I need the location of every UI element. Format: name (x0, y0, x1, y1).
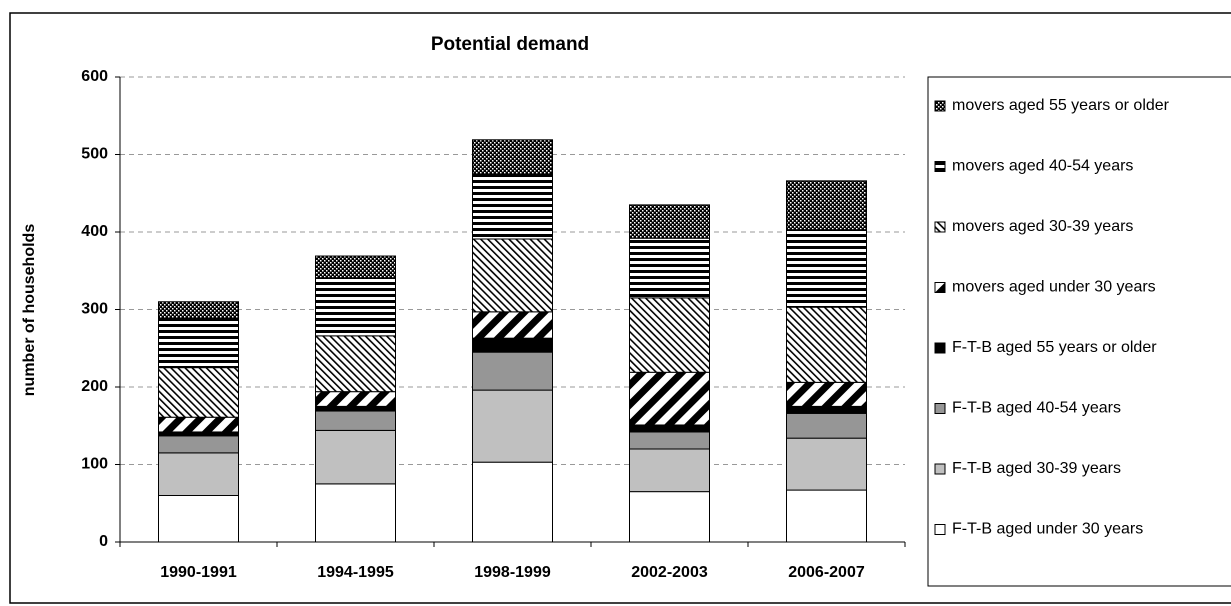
bar-segment (158, 416, 239, 433)
legend-box (927, 76, 1231, 587)
bar-segment (315, 391, 396, 407)
legend-swatch (934, 282, 946, 293)
bar-segment (629, 448, 710, 493)
bar-segment (158, 495, 239, 543)
bar-segment (629, 371, 710, 426)
bar-segment (786, 381, 867, 407)
bar-segment (786, 405, 867, 414)
legend-label: movers aged 40-54 years (952, 158, 1133, 175)
bar-segment (629, 297, 710, 373)
bar-segment (472, 139, 553, 175)
bar-segment (315, 483, 396, 543)
x-tick-label: 1990-1991 (160, 564, 237, 581)
bar-segment (158, 367, 239, 418)
bar-segment (472, 311, 553, 339)
bar-segment (786, 489, 867, 543)
bar-segment (472, 461, 553, 543)
legend-swatch (934, 161, 946, 172)
legend-label: F-T-B aged under 30 years (952, 521, 1143, 538)
bar-segment (158, 452, 239, 496)
legend-swatch (934, 463, 946, 475)
x-tick-label: 2002-2003 (631, 564, 708, 581)
y-axis-label: number of households (21, 224, 38, 397)
y-tick-label: 400 (81, 223, 108, 240)
bar-segment (786, 412, 867, 439)
legend-label: F-T-B aged 55 years or older (952, 339, 1157, 356)
bar-segment (472, 337, 553, 353)
y-tick-label: 500 (81, 146, 108, 163)
bar-segment (158, 435, 239, 454)
legend-swatch (934, 342, 946, 354)
bar-segment (472, 389, 553, 463)
legend-label: movers aged under 30 years (952, 279, 1156, 296)
chart-title: Potential demand (431, 34, 589, 55)
bar-segment (315, 277, 396, 337)
bar-segment (472, 238, 553, 313)
legend-swatch (934, 524, 946, 535)
legend-swatch (934, 403, 946, 414)
bar-segment (472, 351, 553, 391)
bar-segment (315, 410, 396, 431)
bar-segment (629, 204, 710, 239)
y-tick-label: 300 (81, 301, 108, 318)
bar-segment (158, 431, 239, 437)
x-tick-label: 1998-1999 (474, 564, 551, 581)
legend-swatch (934, 100, 946, 112)
legend-label: movers aged 30-39 years (952, 218, 1133, 235)
bar-segment (315, 429, 396, 485)
bar-segment (629, 424, 710, 433)
legend-label: F-T-B aged 30-39 years (952, 460, 1121, 477)
legend-label: movers aged 55 years or older (952, 97, 1170, 114)
bar-segment (786, 306, 867, 383)
y-tick-label: 0 (99, 533, 108, 550)
x-tick-label: 1994-1995 (317, 564, 394, 581)
x-tick-label: 2006-2007 (788, 564, 865, 581)
legend-swatch (934, 221, 946, 233)
bar-segment (315, 405, 396, 412)
bar-segment (315, 255, 396, 279)
bar-segment (629, 431, 710, 450)
legend-label: F-T-B aged 40-54 years (952, 400, 1121, 417)
y-tick-label: 600 (81, 68, 108, 85)
y-tick-label: 200 (81, 378, 108, 395)
bar-segment (786, 180, 867, 231)
bar-segment (158, 317, 239, 369)
bar-segment (629, 237, 710, 299)
bar-segment (786, 229, 867, 308)
bar-segment (629, 491, 710, 543)
y-tick-label: 100 (81, 456, 108, 473)
bar-segment (786, 437, 867, 491)
bar-segment (472, 173, 553, 240)
bar-segment (315, 335, 396, 393)
bar-segment (158, 301, 239, 319)
